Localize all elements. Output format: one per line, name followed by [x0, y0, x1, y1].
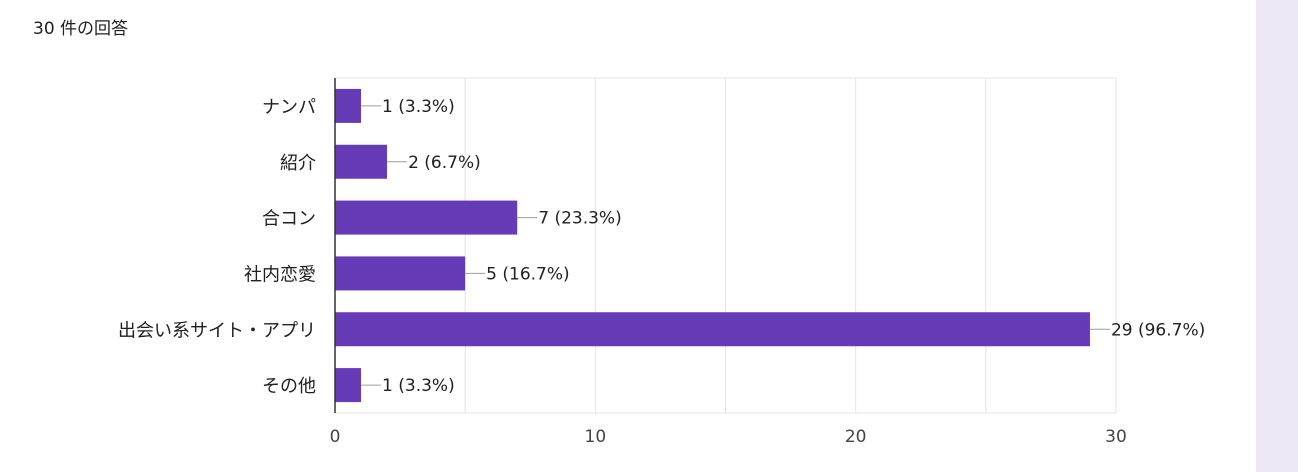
bar — [335, 256, 466, 291]
category-label: その他 — [262, 376, 316, 397]
category-label: 出会い系サイト・アプリ — [118, 320, 316, 341]
category-label: 合コン — [262, 209, 316, 230]
category-label: ナンパ — [262, 97, 316, 118]
response-count: 30 件の回答 — [33, 19, 129, 39]
x-tick-label: 20 — [845, 427, 867, 447]
x-tick-label: 30 — [1105, 427, 1127, 447]
side-panel — [1256, 0, 1298, 472]
x-tick-label: 0 — [330, 427, 341, 447]
bar-chart: 0 10 20 30 1 (3.3%) ナンパ 2 (6.7%) 紹介 7 (23.3%) 合コン… — [118, 77, 1205, 447]
bar — [335, 144, 388, 179]
data-label: 5 (16.7%) — [486, 264, 569, 284]
data-label: 1 (3.3%) — [382, 376, 455, 396]
data-label: 1 (3.3%) — [382, 97, 455, 117]
x-tick-label: 10 — [585, 427, 607, 447]
bar — [335, 200, 518, 235]
bar — [335, 88, 362, 123]
data-label: 2 (6.7%) — [408, 153, 481, 173]
bar — [335, 312, 1090, 347]
category-label: 社内恋愛 — [244, 263, 316, 285]
category-label: 紹介 — [280, 153, 316, 174]
data-label: 7 (23.3%) — [538, 209, 622, 229]
bar — [335, 368, 362, 403]
data-label: 29 (96.7%) — [1111, 320, 1205, 340]
chart-card: 30 件の回答 0 10 20 30 1 (3.3%) ナンパ 2 (6.7%) 紹介 7 (2… — [33, 19, 1206, 447]
